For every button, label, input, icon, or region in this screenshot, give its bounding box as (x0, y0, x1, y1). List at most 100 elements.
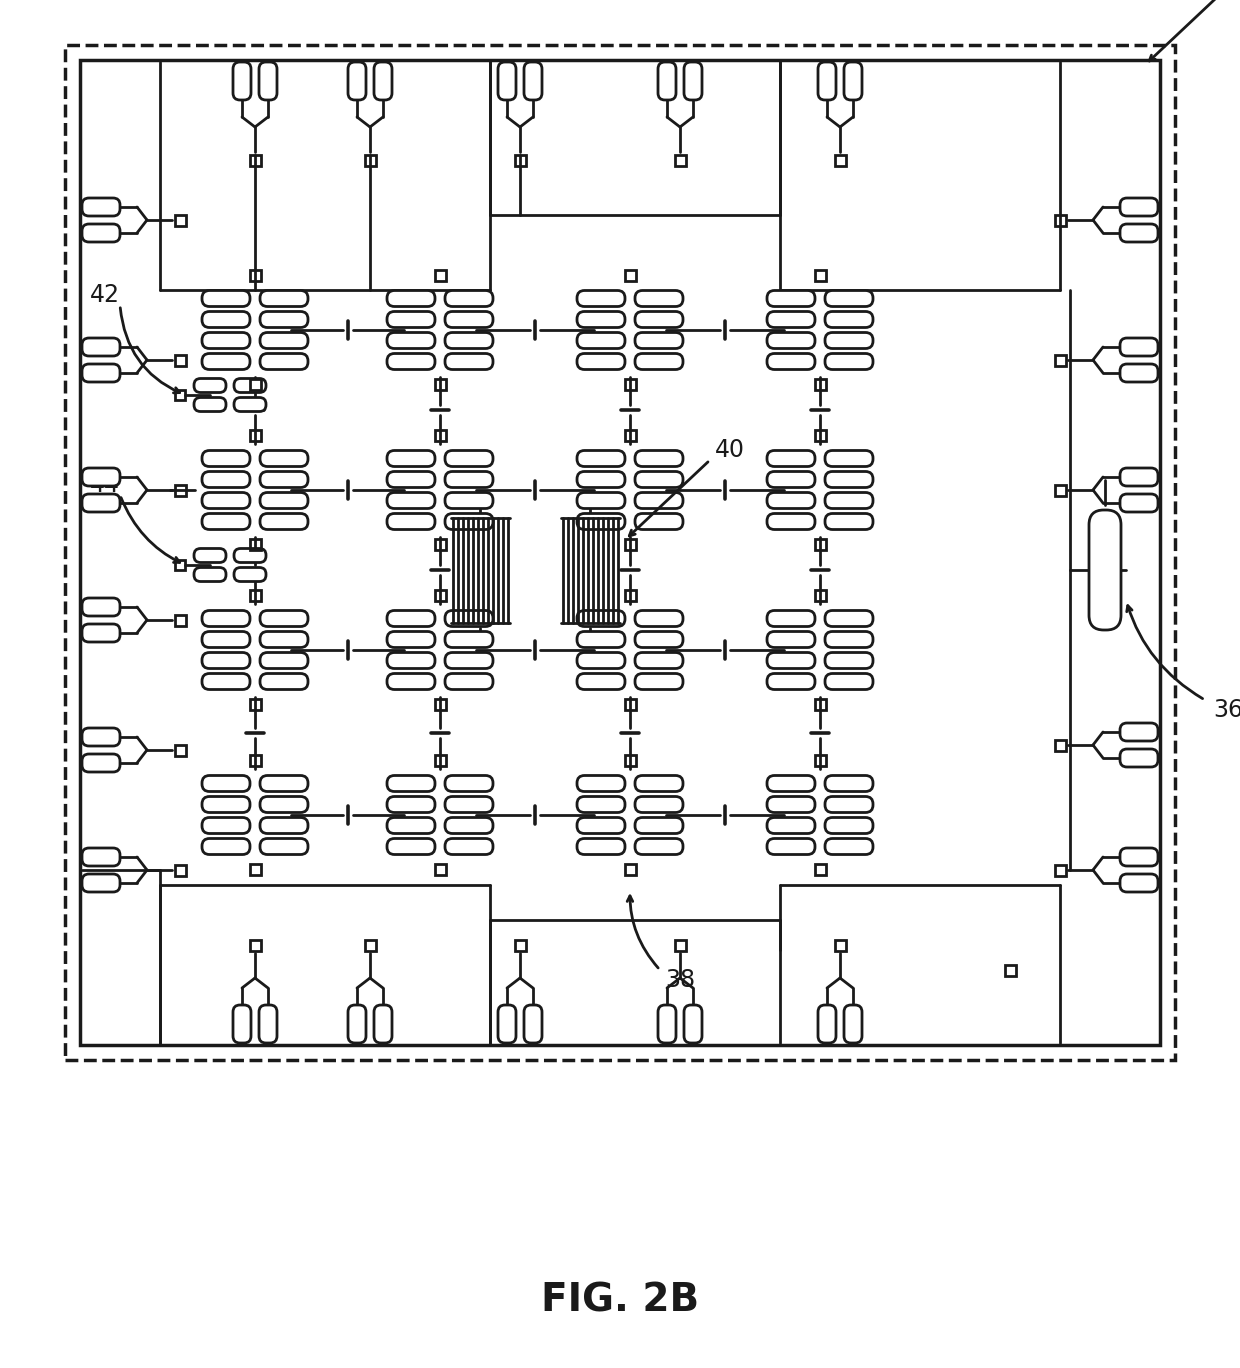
FancyBboxPatch shape (768, 673, 815, 689)
FancyBboxPatch shape (387, 796, 435, 813)
FancyBboxPatch shape (260, 796, 308, 813)
FancyBboxPatch shape (577, 290, 625, 306)
Bar (625, 699, 635, 710)
FancyBboxPatch shape (445, 332, 494, 349)
FancyBboxPatch shape (260, 513, 308, 529)
FancyBboxPatch shape (825, 776, 873, 792)
FancyBboxPatch shape (498, 62, 516, 100)
FancyBboxPatch shape (1120, 468, 1158, 486)
FancyBboxPatch shape (260, 450, 308, 466)
FancyBboxPatch shape (387, 332, 435, 349)
FancyBboxPatch shape (387, 632, 435, 647)
FancyBboxPatch shape (768, 312, 815, 327)
FancyBboxPatch shape (260, 818, 308, 833)
FancyBboxPatch shape (635, 450, 683, 466)
FancyBboxPatch shape (202, 492, 250, 509)
FancyBboxPatch shape (202, 312, 250, 327)
FancyBboxPatch shape (387, 290, 435, 306)
FancyBboxPatch shape (259, 62, 277, 100)
Bar (1054, 215, 1065, 226)
FancyBboxPatch shape (768, 450, 815, 466)
FancyBboxPatch shape (635, 839, 683, 855)
FancyBboxPatch shape (445, 492, 494, 509)
FancyBboxPatch shape (193, 379, 226, 393)
Text: 44: 44 (91, 473, 120, 497)
FancyBboxPatch shape (577, 818, 625, 833)
FancyBboxPatch shape (1120, 224, 1158, 242)
FancyBboxPatch shape (202, 290, 250, 306)
FancyBboxPatch shape (233, 1005, 250, 1042)
Text: 40: 40 (715, 438, 745, 462)
FancyBboxPatch shape (260, 632, 308, 647)
Bar (815, 590, 826, 601)
Bar (675, 940, 686, 951)
FancyBboxPatch shape (1120, 494, 1158, 512)
FancyBboxPatch shape (202, 632, 250, 647)
FancyBboxPatch shape (768, 353, 815, 369)
FancyBboxPatch shape (1120, 874, 1158, 892)
FancyBboxPatch shape (82, 728, 120, 746)
FancyBboxPatch shape (202, 513, 250, 529)
Bar (365, 940, 376, 951)
Bar (1004, 964, 1016, 975)
Bar (175, 215, 186, 226)
FancyBboxPatch shape (635, 290, 683, 306)
Bar (625, 755, 635, 766)
FancyBboxPatch shape (202, 776, 250, 792)
Bar (815, 699, 826, 710)
Bar (625, 590, 635, 601)
FancyBboxPatch shape (768, 332, 815, 349)
FancyBboxPatch shape (635, 513, 683, 529)
FancyBboxPatch shape (684, 62, 702, 100)
FancyBboxPatch shape (259, 1005, 277, 1042)
FancyBboxPatch shape (825, 632, 873, 647)
Bar (625, 269, 635, 280)
Bar (434, 539, 445, 550)
Bar (175, 560, 185, 570)
FancyBboxPatch shape (577, 610, 625, 627)
FancyBboxPatch shape (234, 379, 267, 393)
Text: 42: 42 (91, 283, 120, 306)
FancyBboxPatch shape (445, 450, 494, 466)
FancyBboxPatch shape (260, 492, 308, 509)
FancyBboxPatch shape (635, 610, 683, 627)
FancyBboxPatch shape (525, 62, 542, 100)
FancyBboxPatch shape (445, 472, 494, 487)
Bar (815, 539, 826, 550)
FancyBboxPatch shape (202, 332, 250, 349)
Bar (625, 539, 635, 550)
FancyBboxPatch shape (577, 673, 625, 689)
FancyBboxPatch shape (768, 290, 815, 306)
Bar (249, 940, 260, 951)
FancyBboxPatch shape (825, 673, 873, 689)
FancyBboxPatch shape (1120, 364, 1158, 382)
FancyBboxPatch shape (82, 598, 120, 616)
Bar (835, 940, 846, 951)
FancyBboxPatch shape (768, 513, 815, 529)
FancyBboxPatch shape (234, 398, 267, 412)
FancyBboxPatch shape (635, 653, 683, 669)
FancyBboxPatch shape (577, 839, 625, 855)
Bar (249, 379, 260, 390)
FancyBboxPatch shape (445, 839, 494, 855)
FancyBboxPatch shape (768, 653, 815, 669)
FancyBboxPatch shape (635, 776, 683, 792)
FancyBboxPatch shape (387, 653, 435, 669)
FancyBboxPatch shape (193, 398, 226, 412)
FancyBboxPatch shape (260, 472, 308, 487)
FancyBboxPatch shape (825, 332, 873, 349)
Bar (434, 379, 445, 390)
Bar (175, 614, 186, 625)
Bar (175, 390, 185, 399)
FancyBboxPatch shape (445, 818, 494, 833)
FancyBboxPatch shape (260, 653, 308, 669)
Bar (434, 269, 445, 280)
FancyBboxPatch shape (635, 332, 683, 349)
Bar (249, 755, 260, 766)
FancyBboxPatch shape (82, 624, 120, 642)
FancyBboxPatch shape (202, 353, 250, 369)
Bar (815, 430, 826, 440)
FancyBboxPatch shape (768, 839, 815, 855)
FancyBboxPatch shape (684, 1005, 702, 1042)
FancyBboxPatch shape (82, 848, 120, 866)
